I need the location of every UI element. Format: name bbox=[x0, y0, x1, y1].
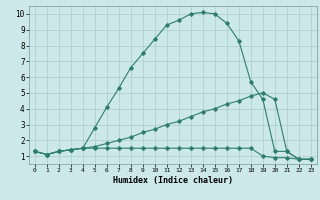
X-axis label: Humidex (Indice chaleur): Humidex (Indice chaleur) bbox=[113, 176, 233, 185]
